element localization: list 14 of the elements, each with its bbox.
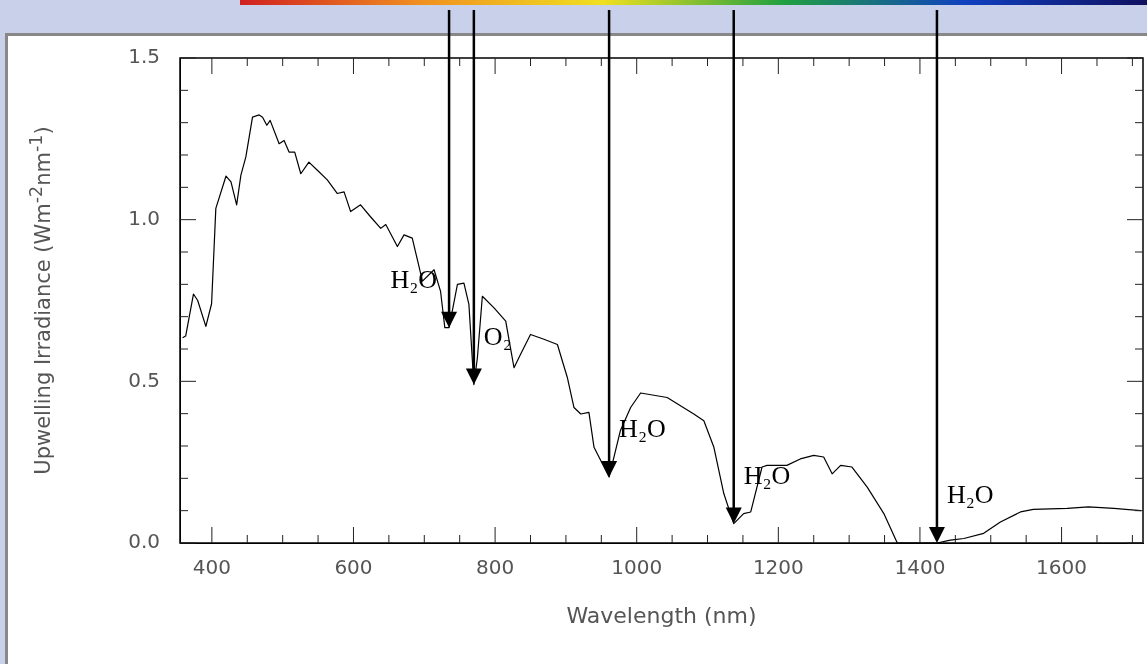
x-tick-label: 800 [476, 555, 515, 580]
x-tick-label: 1200 [752, 555, 804, 580]
y-tick-label: 0.5 [128, 367, 160, 392]
x-tick-label: 600 [334, 555, 373, 580]
y-tick-label: 1.0 [128, 205, 160, 230]
y-tick-label: 1.5 [128, 44, 160, 69]
x-tick-label: 400 [192, 555, 231, 580]
x-tick-label: 1400 [894, 555, 946, 580]
annotation: H₂O [390, 264, 438, 294]
y-tick-label: 0.0 [128, 529, 160, 554]
x-axis-title: Wavelength (nm) [566, 602, 757, 628]
annotation: H₂O [946, 480, 994, 509]
x-tick-label: 1000 [611, 555, 663, 580]
x-tick-label: 1600 [1036, 555, 1088, 580]
